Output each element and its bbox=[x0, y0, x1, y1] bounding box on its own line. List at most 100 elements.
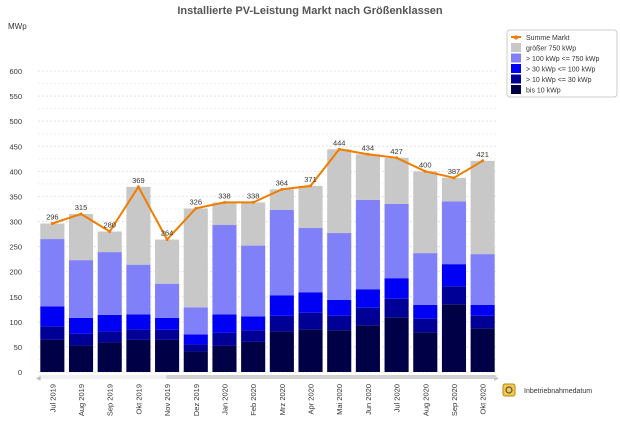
sum-line-point bbox=[251, 200, 255, 204]
x-tick-label: Mai 2020 bbox=[335, 384, 344, 415]
sum-line-point bbox=[136, 185, 140, 189]
bar-segment bbox=[155, 239, 180, 284]
bar-segment bbox=[269, 315, 294, 332]
y-tick-label: 150 bbox=[9, 293, 22, 302]
bar-segment bbox=[298, 329, 323, 372]
chart-title: Installierte PV-Leistung Markt nach Größ… bbox=[177, 5, 443, 17]
bar-segment bbox=[155, 339, 180, 372]
sum-line-point bbox=[395, 156, 399, 160]
bar-segment bbox=[40, 223, 65, 240]
data-label: 371 bbox=[304, 175, 317, 184]
bar-segment bbox=[241, 245, 266, 317]
bar-segment bbox=[212, 345, 237, 372]
bar-segment bbox=[68, 345, 94, 372]
bar-segment bbox=[97, 342, 122, 372]
sum-line-point bbox=[165, 238, 169, 242]
bar-segment bbox=[441, 201, 467, 265]
legend-swatch bbox=[511, 43, 521, 52]
legend-swatch bbox=[511, 64, 521, 73]
x-axis-label: Inbetriebnahmedatum bbox=[524, 388, 592, 395]
bar-segment bbox=[470, 328, 495, 372]
bar-segment bbox=[327, 315, 352, 331]
bar-segment bbox=[212, 202, 237, 226]
legend: ✱ Summe Markt größer 750 kWp > 100 kWp <= 7… bbox=[506, 29, 618, 98]
data-label: 427 bbox=[390, 147, 403, 156]
bar-segment bbox=[155, 283, 180, 318]
data-label: 364 bbox=[276, 178, 289, 187]
bar-segment bbox=[183, 334, 208, 345]
scrollbar-thumb[interactable] bbox=[166, 375, 496, 379]
sum-line-point bbox=[108, 230, 112, 234]
data-label: 400 bbox=[419, 160, 432, 169]
legend-marker: ✱ bbox=[513, 34, 519, 42]
bar-segment bbox=[40, 239, 65, 307]
data-label: 369 bbox=[132, 176, 145, 185]
data-label: 444 bbox=[333, 138, 346, 147]
bar-segment bbox=[298, 292, 323, 313]
bar-segment bbox=[470, 160, 495, 255]
bar-segment bbox=[355, 154, 380, 200]
x-tick-label: Okt 2020 bbox=[479, 384, 488, 414]
y-tick-label: 50 bbox=[14, 343, 22, 352]
sum-line-point bbox=[194, 206, 198, 210]
bar-segment bbox=[241, 202, 266, 246]
y-tick-label: 200 bbox=[9, 268, 22, 277]
x-tick-label: Jan 2020 bbox=[220, 384, 229, 415]
x-tick-label: Jun 2020 bbox=[364, 384, 373, 415]
sum-line-point bbox=[481, 159, 485, 163]
bar-segment bbox=[298, 312, 323, 330]
y-tick-label: 0 bbox=[18, 368, 22, 377]
y-tick-label: 550 bbox=[9, 92, 22, 101]
bar-segment bbox=[40, 306, 65, 327]
y-tick-label: 100 bbox=[9, 318, 22, 327]
bar-segment bbox=[327, 233, 352, 300]
y-tick-label: 400 bbox=[9, 167, 22, 176]
sum-line-point bbox=[309, 184, 313, 188]
x-axis-ticks: Jul 2019 Aug 2019 Sep 2019 Okt 2019 Nov 2019… bbox=[48, 384, 487, 416]
y-tick-label: 500 bbox=[9, 117, 22, 126]
bar-segment bbox=[384, 203, 409, 279]
data-label: 296 bbox=[46, 213, 59, 222]
data-label: 326 bbox=[190, 197, 203, 206]
bar-segment bbox=[384, 157, 409, 204]
legend-swatch bbox=[511, 85, 521, 94]
bar-segment bbox=[126, 339, 151, 372]
data-label: 421 bbox=[476, 150, 489, 159]
x-tick-label: Sep 2019 bbox=[106, 384, 115, 416]
bar-segment bbox=[441, 264, 467, 287]
bar-segment bbox=[269, 189, 294, 210]
bar-segment bbox=[68, 213, 94, 261]
bar-segment bbox=[355, 307, 380, 326]
sum-line-point bbox=[50, 222, 54, 226]
y-axis-label: MWp bbox=[8, 22, 27, 31]
bar-segment bbox=[126, 314, 151, 330]
bar-segment bbox=[355, 289, 380, 308]
scroll-right-arrow[interactable]: ▶ bbox=[494, 376, 499, 382]
bar-segment bbox=[384, 298, 409, 318]
bars bbox=[40, 149, 495, 372]
bar-segment bbox=[441, 286, 467, 305]
data-label: 387 bbox=[448, 167, 461, 176]
bar-segment bbox=[155, 317, 180, 330]
y-tick-label: 350 bbox=[9, 192, 22, 201]
sum-line: 296 315 280 369 264 326 338 338 364 371 444 434 427 4… bbox=[46, 138, 489, 242]
scroll-left-arrow[interactable]: ◀ bbox=[36, 376, 41, 382]
legend-swatch bbox=[511, 53, 521, 63]
sum-line-point bbox=[79, 212, 83, 216]
legend-label: > 30 kWp <= 100 kWp bbox=[526, 67, 596, 74]
axis-settings-icon[interactable] bbox=[502, 383, 516, 397]
bar-segment bbox=[269, 295, 294, 316]
bar-segment bbox=[68, 260, 94, 318]
bar-segment bbox=[470, 315, 495, 329]
bar-segment bbox=[327, 330, 352, 372]
legend-swatch bbox=[511, 74, 521, 84]
legend-label: > 10 kWp <= 30 kWp bbox=[526, 77, 592, 84]
bar-segment bbox=[68, 333, 94, 346]
x-tick-label: Aug 2020 bbox=[421, 384, 430, 416]
y-tick-label: 450 bbox=[9, 142, 22, 151]
bar-segment bbox=[241, 341, 266, 372]
bar-segment bbox=[183, 351, 208, 372]
data-label: 264 bbox=[161, 229, 174, 238]
